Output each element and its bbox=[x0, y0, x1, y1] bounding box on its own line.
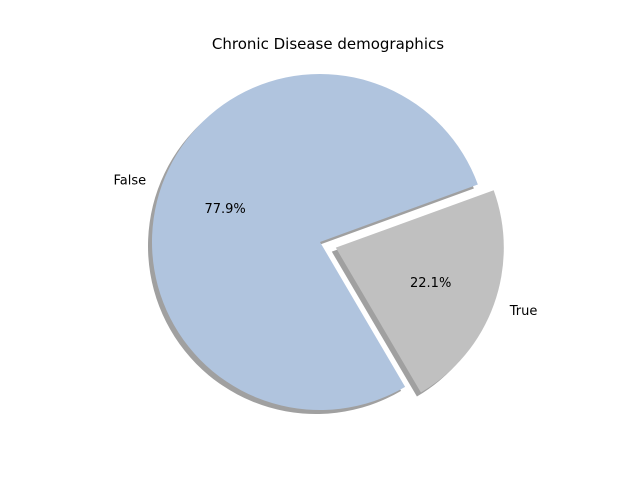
chart-title: Chronic Disease demographics bbox=[212, 35, 444, 53]
pct-label-true: 22.1% bbox=[410, 276, 451, 291]
pie-slices bbox=[151, 73, 504, 410]
pie-slice-true bbox=[335, 190, 504, 393]
slice-label-true: True bbox=[509, 304, 538, 319]
pct-label-false: 77.9% bbox=[204, 202, 245, 217]
slice-label-false: False bbox=[113, 173, 146, 188]
pie-labels: False 77.9% True 22.1% bbox=[113, 173, 537, 319]
pie-slice-false bbox=[151, 73, 478, 410]
